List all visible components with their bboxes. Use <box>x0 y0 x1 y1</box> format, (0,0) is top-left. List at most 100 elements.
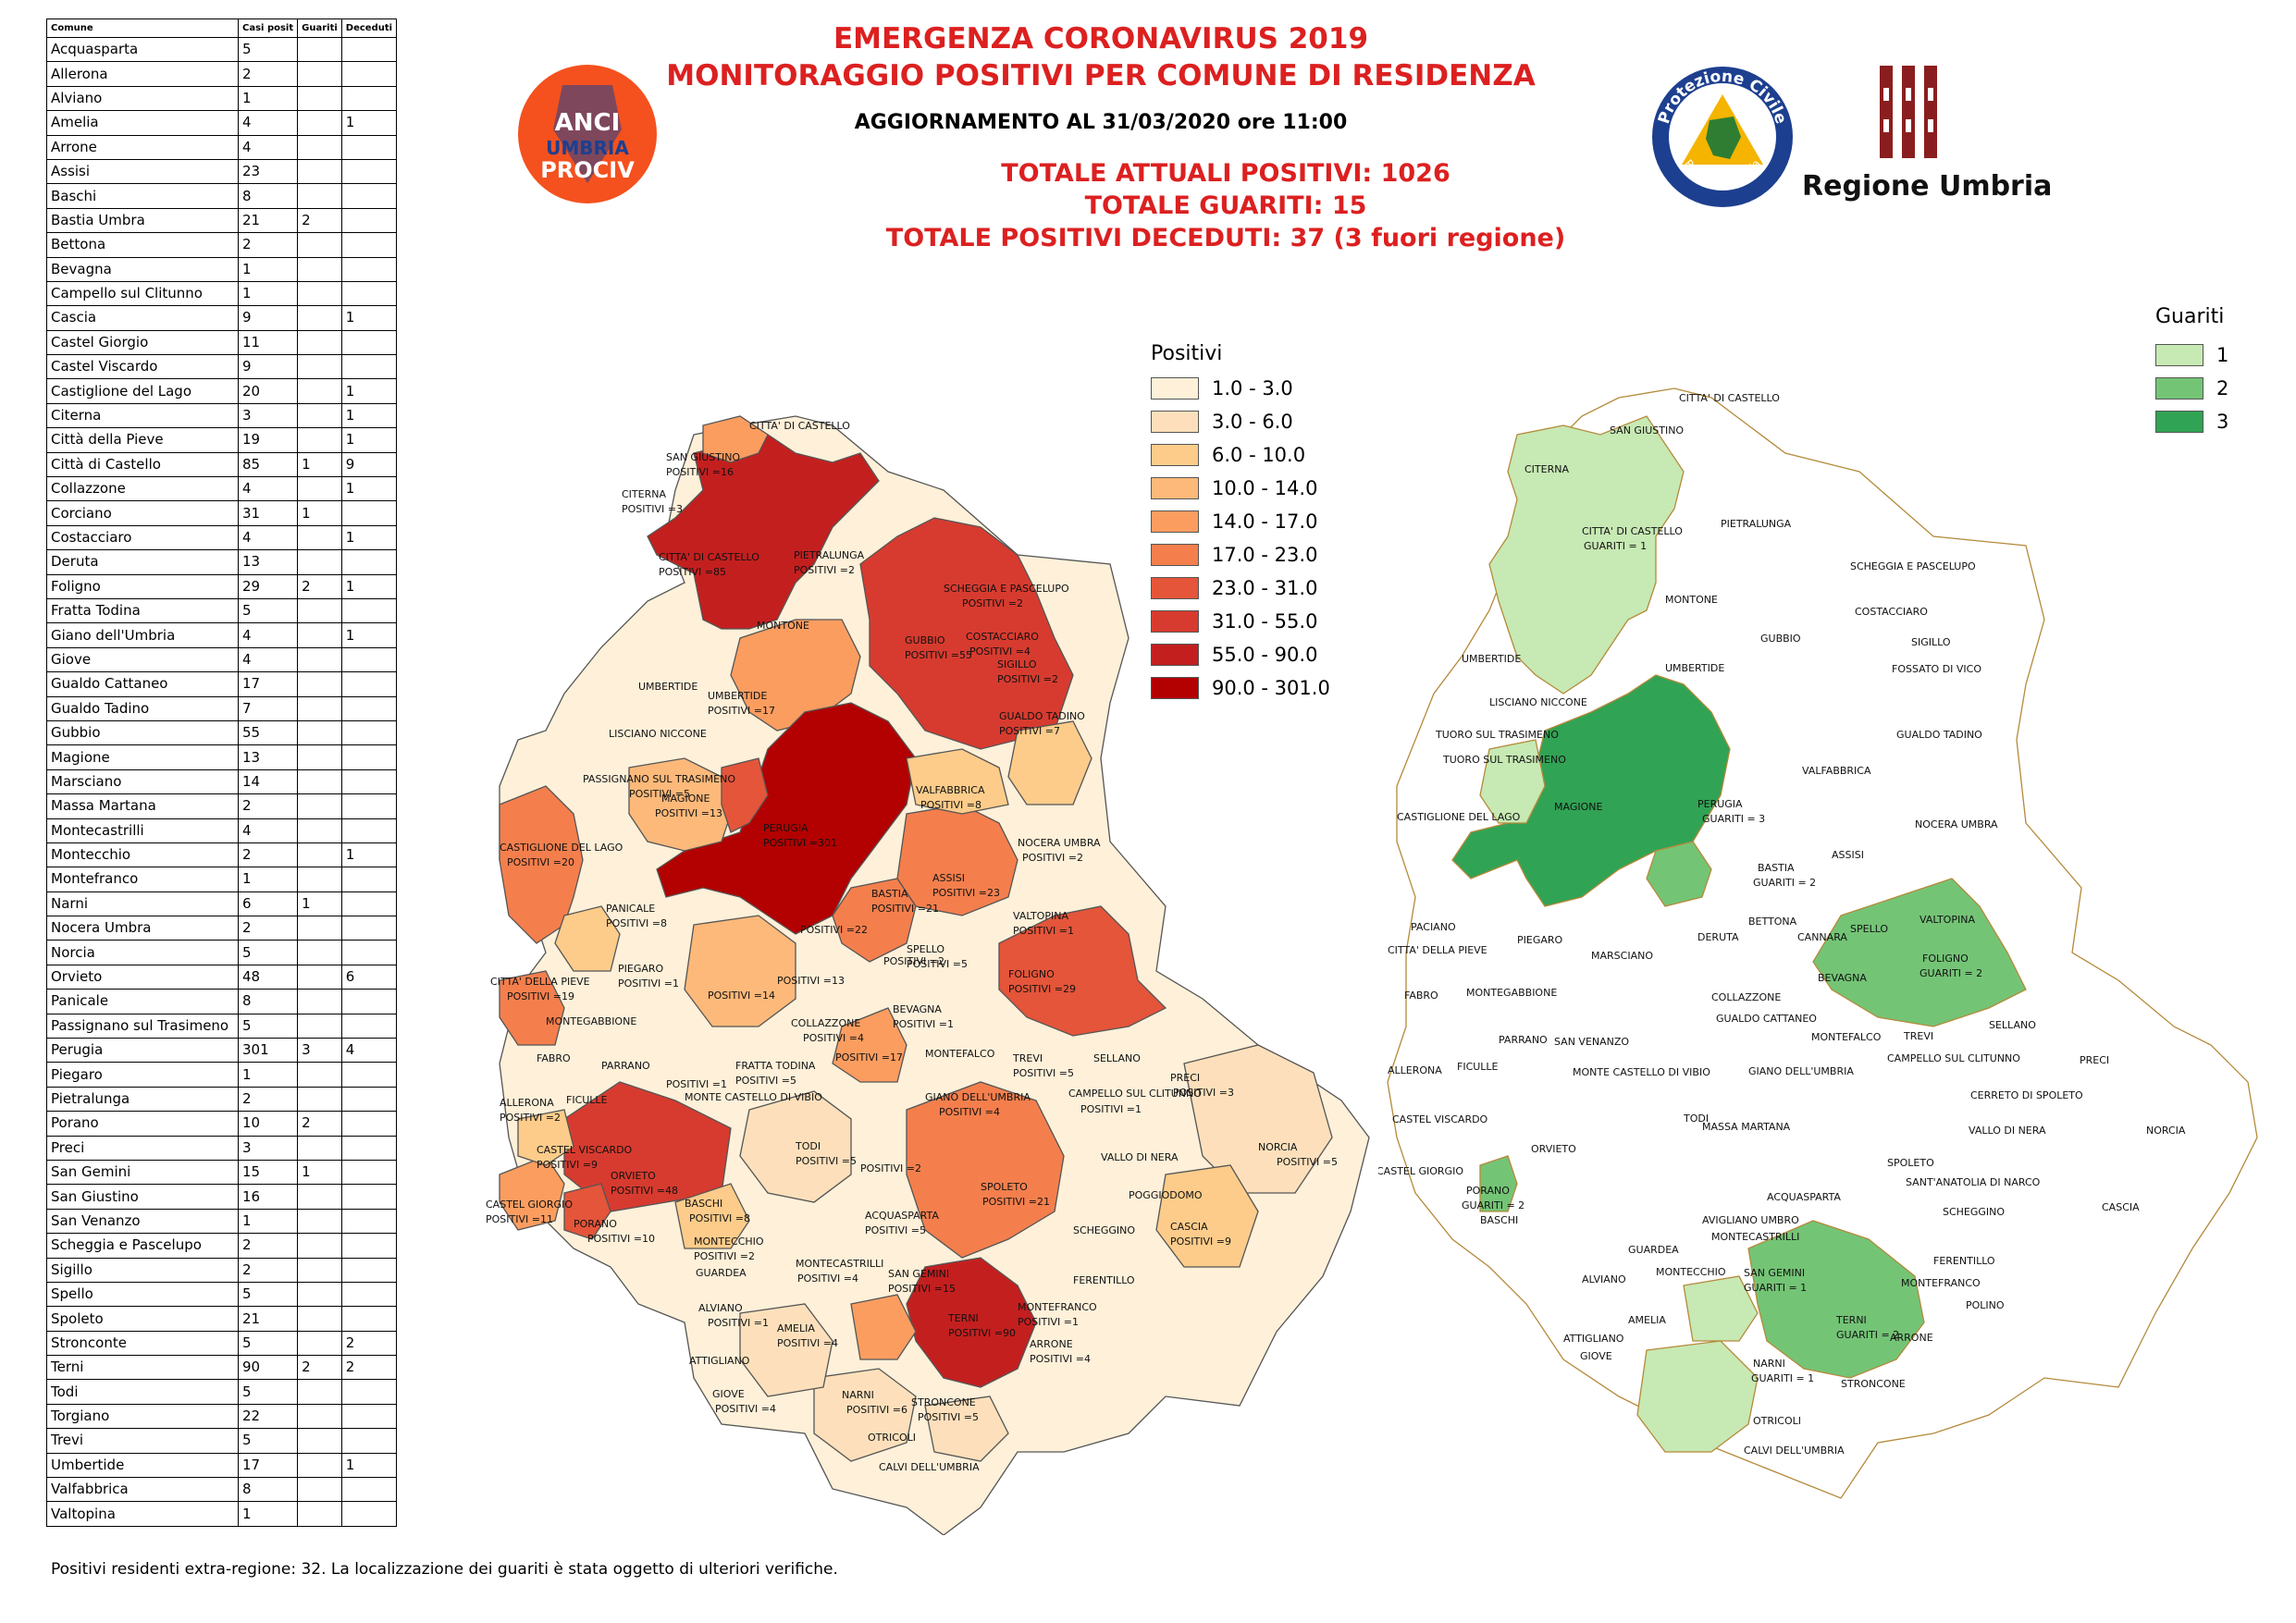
table-row: Sigillo 2 <box>46 1257 398 1283</box>
map-left-label: POSITIVI =6 <box>846 1404 907 1416</box>
map-left-label: VALLO DI NERA <box>1101 1151 1179 1163</box>
cell-guariti <box>297 549 342 575</box>
cell-casi: 22 <box>237 1403 299 1430</box>
area-narni <box>813 1368 917 1462</box>
map-right-label: MONTONE <box>1665 594 1718 606</box>
cell-guariti <box>297 719 342 746</box>
cell-casi: 4 <box>237 524 299 551</box>
table-row: Piegaro 1 <box>46 1062 398 1088</box>
map-left-label: MONTE CASTELLO DI VIBIO <box>685 1091 822 1103</box>
map-left-label: POSITIVI =7 <box>999 725 1060 737</box>
cell-deceduti <box>340 768 398 795</box>
cell-guariti <box>297 232 342 258</box>
cell-casi: 8 <box>237 1477 299 1503</box>
map-right-label: SAN GEMINI <box>1744 1267 1805 1279</box>
table-row: San Gemini 15 1 <box>46 1159 398 1186</box>
cell-guariti <box>297 842 342 868</box>
cell-comune: Montefranco <box>46 867 239 892</box>
map-left-label: POSITIVI =16 <box>666 466 734 478</box>
cell-casi: 85 <box>237 451 299 478</box>
table-row: Spoleto 21 <box>46 1306 398 1332</box>
cell-guariti <box>297 1135 342 1161</box>
map-right-label: MONTEFALCO <box>1811 1031 1882 1043</box>
map-right-label: COSTACCIARO <box>1855 606 1928 618</box>
cell-guariti <box>297 158 342 185</box>
cell-guariti <box>297 916 342 941</box>
cell-guariti <box>297 1477 342 1503</box>
cell-deceduti: 2 <box>340 1355 398 1381</box>
title-line-2: MONITORAGGIO POSITIVI PER COMUNE DI RESI… <box>666 59 1536 92</box>
map-right-label: PIETRALUNGA <box>1721 518 1792 530</box>
cell-casi: 5 <box>237 1013 299 1039</box>
map-right-label: CALVI DELL'UMBRIA <box>1744 1445 1845 1457</box>
anci-umbria-logo: ANCI UMBRIA PROCIV <box>518 65 657 203</box>
legend-positivi-swatch <box>1151 610 1199 633</box>
area-foligno <box>998 905 1167 1037</box>
map-right-label: TREVI <box>1903 1030 1933 1042</box>
cell-deceduti <box>340 207 398 234</box>
map-left-label: POSITIVI =4 <box>939 1106 1000 1118</box>
table-row: Todi 5 <box>46 1379 398 1405</box>
cell-casi: 55 <box>237 719 299 746</box>
map-left-label: PRECI <box>1170 1072 1200 1084</box>
cell-comune: Città di Castello <box>46 451 239 478</box>
table-row: Allerona 2 <box>46 61 398 87</box>
map-left-label: POSITIVI =17 <box>708 705 775 717</box>
map-right-label: VALLO DI NERA <box>1969 1125 2046 1137</box>
umbria-region-base <box>499 415 1370 1535</box>
map-left-label: CASTEL GIORGIO <box>486 1199 573 1211</box>
table-row: Montecchio 2 1 <box>46 842 398 868</box>
cell-deceduti <box>340 916 398 941</box>
cell-comune: Perugia <box>46 1038 239 1064</box>
map-right-label: NARNI <box>1753 1358 1785 1370</box>
area-norcia <box>1183 1044 1333 1194</box>
cell-comune: Torgiano <box>46 1403 239 1430</box>
cell-deceduti <box>340 256 398 282</box>
map-right-label: NOCERA UMBRA <box>1915 818 1998 830</box>
map-left-label: POSITIVI =3 <box>1173 1087 1234 1099</box>
area-citta-di-castello <box>647 434 880 630</box>
cell-deceduti: 1 <box>340 842 398 868</box>
map-left-label: POSITIVI =2 <box>860 1162 921 1174</box>
header-guariti: Guariti <box>297 18 342 38</box>
cell-comune: Acquasparta <box>46 36 239 63</box>
table-row: Norcia 5 <box>46 940 398 965</box>
cell-casi: 2 <box>237 1086 299 1113</box>
map-left-label: MONTEGABBIONE <box>546 1015 636 1027</box>
cell-guariti <box>297 989 342 1014</box>
map-left-label: POSITIVI =11 <box>486 1213 553 1225</box>
map-left-label: FOLIGNO <box>1008 968 1055 980</box>
map-left-label: CALVI DELL'UMBRIA <box>879 1461 980 1473</box>
cell-deceduti <box>340 85 398 112</box>
cell-comune: Gualdo Tadino <box>46 695 239 721</box>
area-narni-right <box>1636 1340 1759 1453</box>
cell-casi: 2 <box>237 793 299 819</box>
cell-comune: Collazzone <box>46 476 239 502</box>
cell-casi: 10 <box>237 1111 299 1137</box>
cell-casi: 2 <box>237 842 299 868</box>
map-right-label: ASSISI <box>1832 849 1864 861</box>
cell-casi: 2 <box>237 916 299 941</box>
cell-deceduti <box>340 36 398 63</box>
map-right-label: LISCIANO NICCONE <box>1489 696 1587 708</box>
legend-positivi-label: 90.0 - 301.0 <box>1212 677 1330 699</box>
map-right-label: GUARDEA <box>1628 1244 1679 1256</box>
map-right-label: ARRONE <box>1890 1332 1933 1344</box>
map-left-label: POSITIVI =5 <box>735 1075 796 1087</box>
table-header-row: Comune Casi posit Guariti Deceduti <box>46 18 398 38</box>
cell-comune: Alviano <box>46 85 239 112</box>
map-right-label: SAN GIUSTINO <box>1610 424 1684 436</box>
cell-comune: Trevi <box>46 1428 239 1454</box>
map-left-label: POSITIVI =1 <box>708 1317 769 1329</box>
cell-deceduti <box>340 1306 398 1332</box>
map-left-label: POSITIVI =14 <box>708 990 775 1002</box>
cell-guariti <box>297 646 342 673</box>
cell-casi: 5 <box>237 1330 299 1357</box>
map-left-label: POSITIVI =21 <box>982 1196 1050 1208</box>
cell-deceduti <box>340 1159 398 1186</box>
map-left-label: BEVAGNA <box>893 1003 942 1015</box>
cell-casi: 5 <box>237 1281 299 1308</box>
map-left-label: PIEGARO <box>618 963 664 975</box>
cell-deceduti: 1 <box>340 427 398 453</box>
legend-positivi-label: 23.0 - 31.0 <box>1212 577 1318 599</box>
